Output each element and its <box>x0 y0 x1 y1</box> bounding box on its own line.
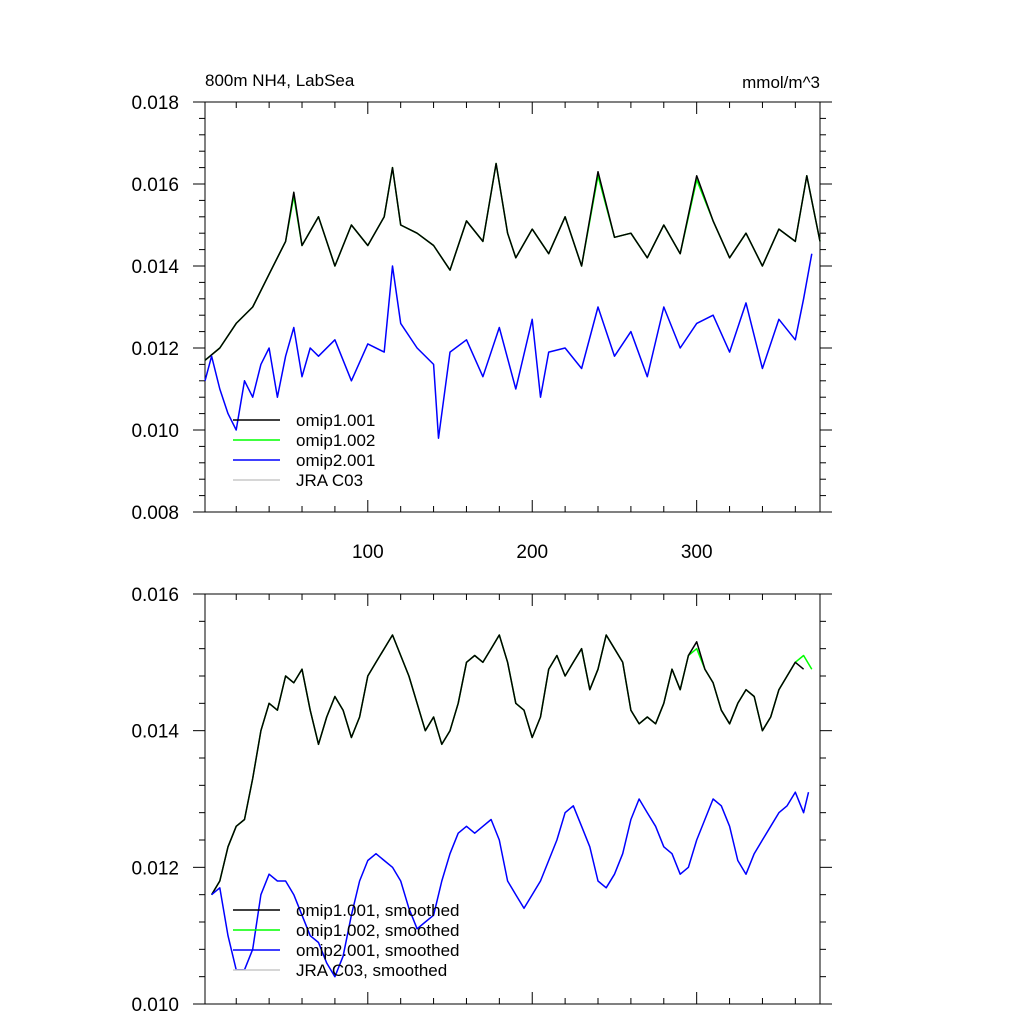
y-tick-label: 0.014 <box>131 257 179 278</box>
y-tick-label: 0.012 <box>131 339 179 360</box>
panel-1: 100 200 300 0.008 0.010 0.012 0.014 0.016 0.018 8… <box>131 71 832 563</box>
x-tick-label: 100 <box>352 542 384 563</box>
x-tick-label: 300 <box>681 542 713 563</box>
y-tick-label: 0.012 <box>131 858 179 879</box>
y-tick-label: 0.016 <box>131 585 179 606</box>
y-tick-label: 0.008 <box>131 503 179 524</box>
series-line-3 <box>204 253 813 439</box>
legend-entry: omip1.002, smoothed <box>296 921 460 940</box>
legend-entry: omip2.001 <box>296 451 375 470</box>
units-label: mmol/m^3 <box>742 73 820 92</box>
series-line-1 <box>210 634 805 896</box>
legend-entry: JRA C03, smoothed <box>296 961 447 980</box>
legend-entry: omip1.001, smoothed <box>296 901 460 920</box>
series-line-1 <box>204 162 821 361</box>
series-line-2 <box>210 634 813 896</box>
legend-entry: omip1.002 <box>296 431 375 450</box>
plot-frame <box>204 101 821 513</box>
y-tick-label: 0.018 <box>131 93 179 114</box>
y-tick-label: 0.010 <box>131 421 179 442</box>
y-tick-label: 0.010 <box>131 995 179 1016</box>
plot-frame <box>204 593 821 1005</box>
chart-title: 800m NH4, LabSea <box>205 71 355 90</box>
legend-entry: omip1.001 <box>296 411 375 430</box>
legend-entry: JRA C03 <box>296 471 363 490</box>
y-tick-label: 0.016 <box>131 175 179 196</box>
x-tick-label: 200 <box>516 542 548 563</box>
series-line-2 <box>204 162 821 361</box>
y-tick-label: 0.014 <box>131 722 179 743</box>
series-line-3 <box>211 791 810 978</box>
legend-entry: omip2.001, smoothed <box>296 941 460 960</box>
